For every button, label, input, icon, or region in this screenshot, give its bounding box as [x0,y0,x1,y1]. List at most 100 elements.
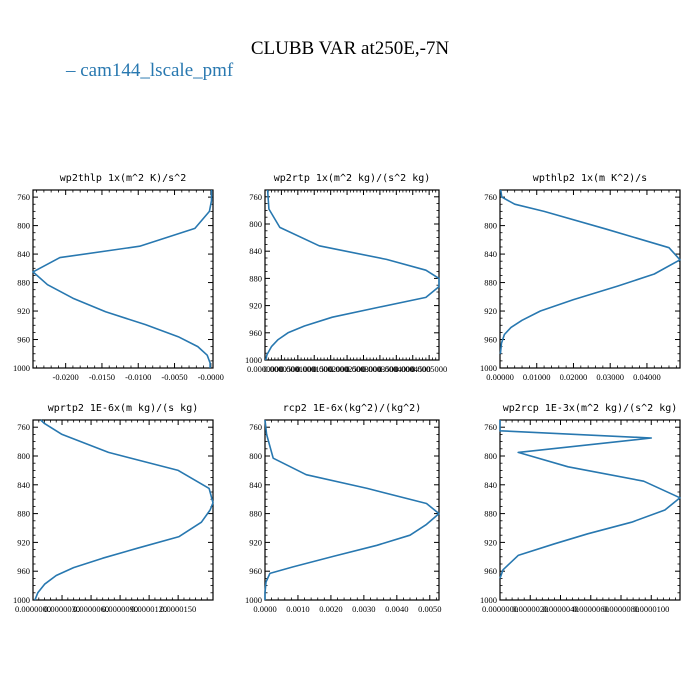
legend-entry: – cam144_lscale_pmf [65,60,234,81]
x-tick-label: 0.01000 [523,372,551,382]
y-tick-label: 1000 [245,595,262,605]
x-tick-label: 0.0010 [286,604,309,614]
y-tick-label: 840 [484,249,497,259]
panel-title: wp2thlp 1x(m^2 K)/s^2 [60,173,186,184]
x-tick-label: 0.0020 [319,604,342,614]
y-tick-label: 880 [484,278,497,288]
y-tick-label: 800 [17,451,30,461]
x-tick-label: 0.0002500 [329,364,365,374]
series-line [499,420,681,579]
y-tick-label: 800 [17,221,30,231]
x-tick-label: 0.0000040 [542,604,578,614]
x-tick-label: 0.0040 [385,604,408,614]
x-tick-label: 0.0000100 [633,604,669,614]
x-tick-label: 0.0000500 [263,364,299,374]
y-tick-label: 960 [17,566,30,576]
x-tick-label: 0.0004500 [395,364,431,374]
y-tick-label: 920 [17,306,30,316]
y-tick-label: 840 [249,480,262,490]
x-tick-label: 0.0000060 [73,604,109,614]
y-tick-label: 880 [17,509,30,519]
y-tick-label: 760 [249,192,262,202]
plot-frame [32,419,214,601]
chart-panel: wp2thlp 1x(m^2 K)/s^2 760 800 840 880 920 960 1… [13,173,224,382]
x-tick-label: -0.0000 [198,372,224,382]
panel-title: wp2rtp 1x(m^2 kg)/(s^2 kg) [274,173,431,184]
y-tick-label: 1000 [480,363,497,373]
y-tick-label: 920 [484,537,497,547]
figure-title: CLUBB VAR at250E,-7N [251,38,450,59]
x-tick-label: -0.0050 [161,372,187,382]
x-tick-label: -0.0200 [53,372,79,382]
y-tick-label: 880 [17,278,30,288]
figure-legend: – cam144_lscale_pmf [65,60,234,81]
y-tick-label: 880 [484,509,497,519]
y-tick-label: 760 [484,192,497,202]
y-tick-label: 920 [249,537,262,547]
x-tick-label: 0.0000080 [603,604,639,614]
x-tick-label: 0.0004000 [378,364,414,374]
plot-frame [264,189,440,361]
chart-panel: wp2rcp 1E-3x(m^2 kg)/(s^2 kg) 760 800 840 88… [480,403,681,614]
plot-frame [264,419,440,601]
chart-panel: rcp2 1E-6x(kg^2)/(kg^2) 760 800 840 880 920 96… [245,403,441,614]
y-tick-label: 960 [249,566,262,576]
y-tick-label: 760 [17,422,30,432]
x-tick-label: 0.0002000 [313,364,349,374]
y-tick-label: 800 [484,221,497,231]
series-line [32,190,213,368]
y-tick-label: 760 [484,422,497,432]
y-tick-label: 880 [249,509,262,519]
x-tick-label: -0.0150 [89,372,115,382]
x-tick-label: 0.0000 [253,604,276,614]
x-tick-label: 0.0005000 [411,364,447,374]
y-tick-label: 1000 [13,363,30,373]
x-tick-label: 0.0001000 [280,364,316,374]
plot-frame [499,419,681,601]
x-tick-label: -0.0100 [125,372,151,382]
panels: wp2thlp 1x(m^2 K)/s^2 760 800 840 880 920 960 1… [13,173,681,614]
x-tick-label: 0.0000060 [573,604,609,614]
x-tick-label: 0.0003500 [362,364,398,374]
chart-panel: wpthlp2 1x(m K^2)/s 760 800 840 880 920 960 100… [480,173,681,382]
y-tick-label: 1000 [245,355,262,365]
x-tick-label: 0.0000030 [44,604,80,614]
series-line [264,419,440,600]
series-line [499,189,681,354]
x-tick-label: 0.0000000 [482,604,518,614]
x-tick-label: 0.0030 [352,604,375,614]
y-tick-label: 880 [249,273,262,283]
y-tick-label: 800 [484,451,497,461]
y-tick-label: 960 [17,335,30,345]
x-tick-label: 0.0000020 [512,604,548,614]
y-tick-label: 1000 [480,595,497,605]
y-tick-label: 760 [249,422,262,432]
legend-label: cam144_lscale_pmf [80,60,234,81]
panel-title: wprtp2 1E-6x(m kg)/(s kg) [48,403,199,414]
x-tick-label: 0.0000150 [160,604,196,614]
x-tick-label: 0.0000090 [102,604,138,614]
y-tick-label: 760 [17,192,30,202]
x-tick-label: 0.0000000 [247,364,283,374]
legend-dash: – [65,60,80,81]
panel-title: wpthlp2 1x(m K^2)/s [533,173,647,184]
y-tick-label: 800 [249,219,262,229]
y-tick-label: 840 [17,480,30,490]
y-tick-label: 920 [484,306,497,316]
x-tick-label: 0.0050 [418,604,441,614]
y-tick-label: 840 [484,480,497,490]
chart-panel: wprtp2 1E-6x(m kg)/(s kg) 760 800 840 880 920… [13,403,214,614]
plot-frame [32,189,214,369]
panel-title: wp2rcp 1E-3x(m^2 kg)/(s^2 kg) [503,403,678,414]
y-tick-label: 1000 [13,595,30,605]
x-tick-label: 0.0001500 [296,364,332,374]
x-tick-label: 0.03000 [596,372,624,382]
x-tick-label: 0.0000000 [15,604,51,614]
chart-panel: wp2rtp 1x(m^2 kg)/(s^2 kg) 760 800 840 880 92… [245,173,447,374]
y-tick-label: 960 [249,328,262,338]
panel-title: rcp2 1E-6x(kg^2)/(kg^2) [283,403,421,414]
x-tick-label: 0.00000 [486,372,514,382]
y-tick-label: 920 [17,537,30,547]
y-tick-label: 840 [249,246,262,256]
y-tick-label: 920 [249,301,262,311]
